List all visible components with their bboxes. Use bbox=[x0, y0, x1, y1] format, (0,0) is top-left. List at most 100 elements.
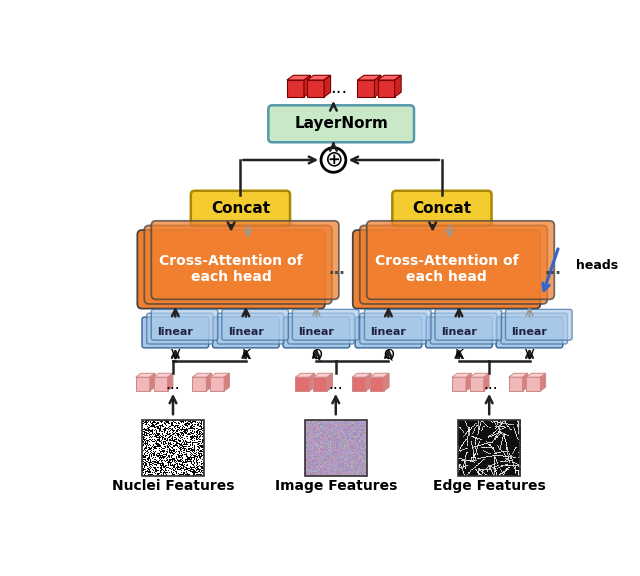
Text: linear: linear bbox=[511, 328, 547, 338]
Polygon shape bbox=[527, 377, 540, 391]
Polygon shape bbox=[193, 377, 206, 391]
FancyBboxPatch shape bbox=[430, 313, 497, 344]
Polygon shape bbox=[509, 373, 528, 377]
Polygon shape bbox=[136, 377, 150, 391]
Polygon shape bbox=[154, 377, 168, 391]
Polygon shape bbox=[540, 373, 546, 391]
Text: Concat: Concat bbox=[211, 201, 270, 216]
FancyBboxPatch shape bbox=[353, 230, 540, 309]
Text: ...: ... bbox=[544, 262, 561, 277]
FancyBboxPatch shape bbox=[506, 309, 572, 340]
Polygon shape bbox=[154, 373, 173, 377]
Bar bbox=[142, 420, 204, 476]
FancyBboxPatch shape bbox=[360, 313, 426, 344]
Text: Edge Features: Edge Features bbox=[433, 479, 545, 494]
Text: Q: Q bbox=[383, 348, 394, 362]
Text: Cross-Attention of
each head: Cross-Attention of each head bbox=[159, 254, 303, 285]
FancyBboxPatch shape bbox=[364, 309, 431, 340]
Polygon shape bbox=[324, 75, 331, 97]
Polygon shape bbox=[210, 377, 224, 391]
Polygon shape bbox=[352, 373, 371, 377]
Polygon shape bbox=[168, 373, 173, 391]
Text: linear: linear bbox=[228, 328, 264, 338]
Polygon shape bbox=[304, 75, 310, 97]
Polygon shape bbox=[136, 373, 155, 377]
FancyBboxPatch shape bbox=[435, 309, 502, 340]
FancyBboxPatch shape bbox=[392, 191, 492, 226]
FancyBboxPatch shape bbox=[496, 317, 563, 348]
Text: LayerNorm: LayerNorm bbox=[294, 116, 388, 131]
Polygon shape bbox=[150, 373, 155, 391]
Polygon shape bbox=[327, 373, 333, 391]
Polygon shape bbox=[370, 373, 389, 377]
FancyBboxPatch shape bbox=[145, 225, 332, 304]
Text: ...: ... bbox=[166, 377, 180, 392]
Text: Q: Q bbox=[311, 348, 322, 362]
Text: linear: linear bbox=[157, 328, 193, 338]
Polygon shape bbox=[309, 373, 315, 391]
Polygon shape bbox=[470, 373, 489, 377]
Polygon shape bbox=[527, 373, 546, 377]
Text: Nuclei Features: Nuclei Features bbox=[112, 479, 234, 494]
Text: K: K bbox=[454, 348, 463, 362]
FancyBboxPatch shape bbox=[426, 317, 492, 348]
Text: ...: ... bbox=[328, 377, 343, 392]
Polygon shape bbox=[358, 75, 381, 80]
Polygon shape bbox=[307, 80, 324, 97]
Polygon shape bbox=[206, 373, 212, 391]
Polygon shape bbox=[307, 75, 331, 80]
Polygon shape bbox=[522, 373, 528, 391]
Text: ...: ... bbox=[483, 377, 498, 392]
Text: V: V bbox=[171, 348, 180, 362]
Polygon shape bbox=[395, 75, 401, 97]
Text: ...: ... bbox=[329, 262, 346, 277]
FancyBboxPatch shape bbox=[138, 230, 325, 309]
FancyBboxPatch shape bbox=[151, 221, 339, 300]
Polygon shape bbox=[484, 373, 489, 391]
Text: $\oplus$: $\oplus$ bbox=[324, 150, 343, 170]
Polygon shape bbox=[352, 377, 366, 391]
FancyBboxPatch shape bbox=[292, 309, 359, 340]
Text: Image Features: Image Features bbox=[275, 479, 397, 494]
Polygon shape bbox=[466, 373, 471, 391]
Text: linear: linear bbox=[298, 328, 334, 338]
FancyBboxPatch shape bbox=[501, 313, 568, 344]
Polygon shape bbox=[452, 373, 471, 377]
FancyBboxPatch shape bbox=[191, 191, 290, 226]
FancyBboxPatch shape bbox=[142, 317, 209, 348]
FancyBboxPatch shape bbox=[268, 105, 414, 142]
Polygon shape bbox=[374, 75, 381, 97]
FancyBboxPatch shape bbox=[367, 221, 554, 300]
Text: heads: heads bbox=[576, 259, 618, 272]
FancyBboxPatch shape bbox=[147, 313, 213, 344]
Polygon shape bbox=[224, 373, 230, 391]
Polygon shape bbox=[210, 373, 230, 377]
Polygon shape bbox=[358, 80, 374, 97]
Text: V: V bbox=[525, 348, 534, 362]
FancyBboxPatch shape bbox=[360, 225, 547, 304]
Polygon shape bbox=[366, 373, 371, 391]
Polygon shape bbox=[287, 80, 304, 97]
FancyBboxPatch shape bbox=[217, 313, 284, 344]
FancyBboxPatch shape bbox=[355, 317, 422, 348]
Text: linear: linear bbox=[371, 328, 406, 338]
FancyBboxPatch shape bbox=[288, 313, 355, 344]
FancyBboxPatch shape bbox=[283, 317, 349, 348]
Polygon shape bbox=[378, 80, 395, 97]
Polygon shape bbox=[378, 75, 401, 80]
Text: K: K bbox=[241, 348, 250, 362]
Polygon shape bbox=[296, 373, 315, 377]
Circle shape bbox=[321, 147, 346, 172]
Text: Concat: Concat bbox=[412, 201, 472, 216]
Polygon shape bbox=[452, 377, 466, 391]
Polygon shape bbox=[384, 373, 389, 391]
Polygon shape bbox=[370, 377, 384, 391]
FancyBboxPatch shape bbox=[212, 317, 279, 348]
Text: Cross-Attention of
each head: Cross-Attention of each head bbox=[375, 254, 518, 285]
Bar bbox=[458, 420, 520, 476]
Polygon shape bbox=[470, 377, 484, 391]
Polygon shape bbox=[509, 377, 522, 391]
Polygon shape bbox=[296, 377, 309, 391]
Polygon shape bbox=[313, 377, 327, 391]
Text: ...: ... bbox=[330, 78, 348, 97]
